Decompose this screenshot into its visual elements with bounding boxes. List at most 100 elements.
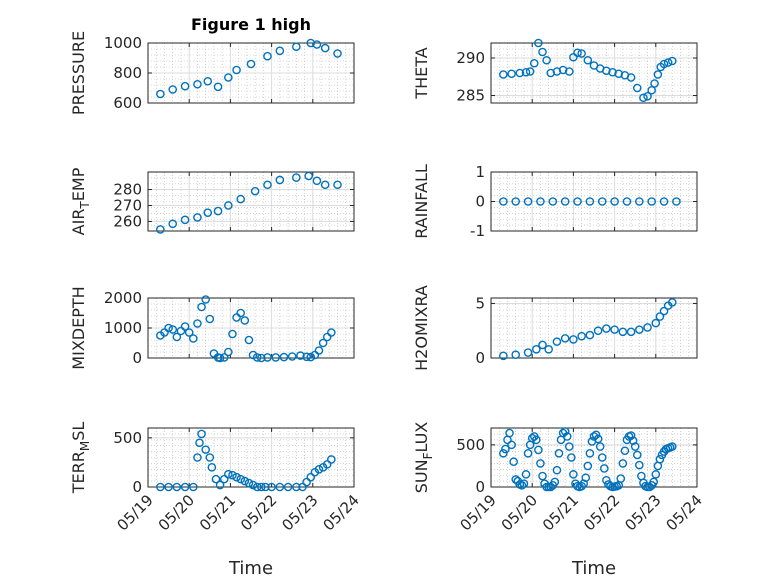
data-point — [279, 352, 289, 362]
data-point — [306, 472, 316, 482]
data-point — [320, 180, 330, 190]
data-point — [546, 68, 556, 78]
y-tick-label: 0 — [132, 349, 142, 367]
y-tick-label: 2000 — [104, 289, 142, 307]
data-point — [632, 83, 642, 93]
data-point — [275, 46, 285, 56]
data-point — [529, 58, 539, 68]
data-point — [536, 459, 545, 468]
data-point — [232, 472, 241, 482]
data-point — [650, 79, 659, 88]
data-point — [523, 348, 533, 357]
data-point — [626, 327, 636, 337]
data-point — [193, 319, 202, 328]
data-point — [527, 433, 537, 443]
data-point — [164, 323, 173, 333]
data-point — [585, 197, 595, 206]
data-point — [610, 197, 619, 206]
subplot-pressure: 600 800 1000 PRESSURE — [69, 31, 355, 115]
data-point — [283, 482, 293, 492]
data-point — [252, 353, 262, 362]
y-tick-label: 1 — [475, 163, 485, 181]
data-point — [564, 67, 574, 76]
data-point — [263, 353, 272, 362]
data-point — [236, 308, 245, 318]
data-point — [205, 453, 215, 462]
data-point — [667, 442, 677, 451]
y-tick-label: 0 — [475, 349, 485, 367]
data-point — [292, 482, 301, 492]
data-point — [626, 73, 636, 82]
data-point — [635, 325, 644, 334]
data-point — [560, 197, 570, 206]
data-point — [252, 482, 262, 492]
data-point — [655, 312, 665, 321]
data-point — [552, 337, 562, 346]
data-point — [593, 434, 603, 444]
data-point — [643, 323, 652, 332]
data-point — [632, 450, 642, 460]
data-point — [521, 67, 531, 77]
data-point — [180, 322, 190, 331]
subplot-theta: 285 290 THETA — [412, 38, 698, 105]
data-point — [560, 334, 570, 343]
data-point — [517, 481, 527, 490]
data-point — [659, 306, 669, 316]
data-point — [228, 470, 237, 480]
data-point — [618, 459, 628, 468]
data-point — [647, 197, 656, 206]
data-point — [184, 328, 194, 337]
data-point — [534, 38, 543, 48]
data-point — [653, 70, 663, 79]
data-point — [156, 482, 165, 492]
data-point — [577, 49, 586, 58]
x-axis-label: Time — [228, 558, 273, 579]
y-axis-label: MIXDEPTH — [69, 286, 88, 369]
data-point — [507, 440, 516, 450]
data-point — [560, 427, 570, 436]
data-point — [314, 346, 324, 355]
data-point — [569, 470, 578, 479]
y-axis-label: H2OMIXRA — [412, 285, 431, 371]
data-point — [499, 197, 508, 206]
y-axis-label: THETA — [412, 47, 431, 99]
data-point — [215, 480, 225, 490]
data-point — [602, 475, 611, 485]
data-point — [608, 67, 617, 77]
data-point — [515, 68, 525, 78]
data-point — [511, 350, 521, 360]
data-point — [583, 461, 593, 471]
data-point — [263, 180, 272, 190]
data-point — [256, 482, 266, 492]
data-point — [306, 352, 316, 362]
data-point — [501, 444, 510, 454]
data-point — [618, 327, 628, 337]
data-point — [213, 82, 223, 92]
data-point — [312, 176, 322, 186]
y-tick-label: 0 — [475, 478, 485, 496]
data-point — [511, 197, 521, 206]
data-point — [635, 197, 644, 206]
data-point — [552, 67, 562, 76]
data-point — [602, 324, 611, 333]
data-point — [534, 445, 543, 455]
data-point — [659, 59, 669, 69]
subplot-rainfall: -1 0 1 RAINFALL — [412, 163, 698, 240]
x-axis-label: Time — [571, 558, 616, 579]
axes-frame — [490, 297, 698, 359]
data-point — [180, 81, 190, 91]
axes-frame — [147, 427, 355, 488]
data-point — [521, 470, 531, 479]
data-point — [287, 352, 297, 361]
data-point — [505, 428, 514, 438]
data-point — [519, 479, 529, 488]
data-point — [292, 173, 301, 182]
data-point — [244, 335, 254, 345]
y-axis-label: AIRTEMP — [69, 167, 92, 235]
data-point — [180, 215, 190, 225]
data-point — [327, 455, 336, 464]
y-tick-label: 500 — [113, 429, 142, 447]
data-point — [256, 353, 266, 363]
data-point — [643, 91, 652, 101]
data-point — [499, 70, 508, 79]
